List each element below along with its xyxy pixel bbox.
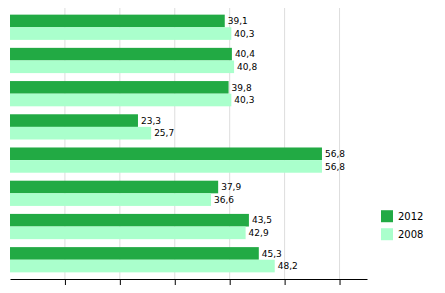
legend: 2012 2008 [381, 210, 423, 240]
bar [10, 60, 234, 73]
tick [285, 279, 286, 285]
plot: 45,3 43,5 37,9 56,8 23,3 39,8 40,4 39,1 48,2 42,9… [10, 8, 368, 285]
legend-label: 2008 [398, 229, 423, 240]
legend-swatch [381, 210, 393, 222]
tick-mark [230, 279, 231, 285]
bar [10, 160, 322, 173]
bar [10, 27, 231, 40]
data-label: 40,8 [237, 62, 257, 72]
bar [10, 147, 322, 160]
legend-item: 2012 [381, 210, 423, 222]
bar [10, 127, 151, 140]
legend-swatch [381, 228, 393, 240]
legend-item: 2008 [381, 228, 423, 240]
bar [10, 247, 259, 260]
data-label: 45,3 [262, 249, 282, 259]
bar [10, 260, 275, 273]
data-label: 40,3 [234, 95, 254, 105]
data-label: 39,8 [232, 83, 252, 93]
x-axis [11, 279, 368, 285]
data-label: 56,8 [325, 162, 345, 172]
bar [10, 181, 218, 194]
bar [10, 227, 246, 240]
grid-line [284, 8, 285, 279]
bar [10, 15, 225, 28]
data-label: 43,5 [252, 215, 272, 225]
tick [230, 279, 231, 285]
data-label: 39,1 [228, 16, 248, 26]
data-label: 48,2 [278, 261, 298, 271]
data-label: 40,4 [235, 49, 255, 59]
tick-mark [175, 279, 176, 285]
data-label: 25,7 [154, 128, 174, 138]
data-label: 23,3 [141, 116, 161, 126]
grid-line [339, 8, 340, 279]
chart: 45,3 43,5 37,9 56,8 23,3 39,8 40,4 39,1 48,2 42,9… [0, 0, 445, 293]
tick-mark [340, 279, 341, 285]
data-label: 37,9 [221, 182, 241, 192]
tick [340, 279, 341, 285]
bar [10, 48, 232, 61]
bar [10, 94, 231, 107]
tick [175, 279, 176, 285]
tick-mark [65, 279, 66, 285]
bar [10, 214, 249, 227]
tick-mark [120, 279, 121, 285]
bar [10, 193, 211, 206]
legend-label: 2012 [398, 211, 423, 222]
axis-line [11, 279, 368, 280]
data-label: 42,9 [249, 228, 269, 238]
bar [10, 114, 138, 127]
tick [65, 279, 66, 285]
bar [10, 81, 229, 94]
tick [120, 279, 121, 285]
bars [10, 15, 322, 273]
data-label: 56,8 [325, 149, 345, 159]
data-labels: 45,3 43,5 37,9 56,8 23,3 39,8 40,4 39,1 48,2 42,9… [141, 16, 345, 271]
tick-mark [285, 279, 286, 285]
data-label: 40,3 [234, 29, 254, 39]
data-label: 36,6 [214, 195, 234, 205]
